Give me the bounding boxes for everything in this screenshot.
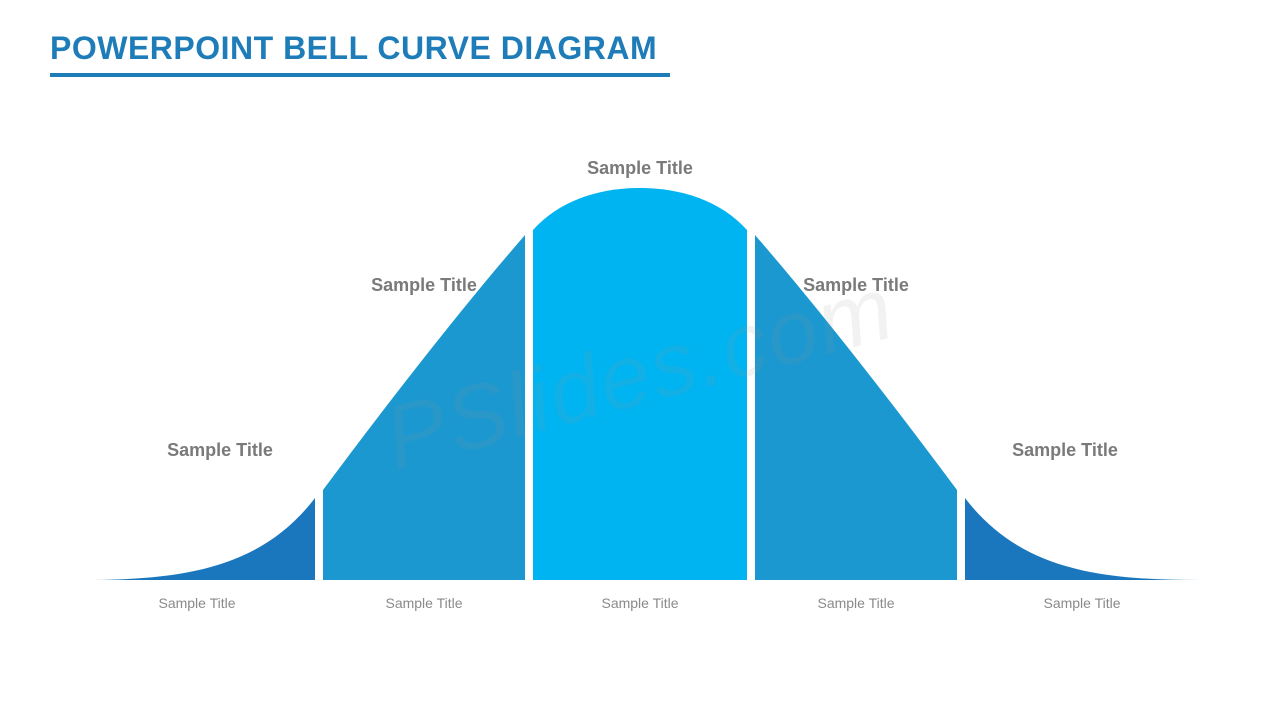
segment-5-top-label: Sample Title	[1012, 440, 1118, 461]
bell-curve-diagram: Sample Title Sample Title Sample Title S…	[80, 180, 1200, 620]
title-underline	[50, 73, 670, 77]
segment-5-shape	[965, 498, 1200, 580]
segment-4-bottom-label: Sample Title	[817, 595, 894, 611]
segment-3-top-label: Sample Title	[587, 158, 693, 179]
segment-2-bottom-label: Sample Title	[385, 595, 462, 611]
title-bar: POWERPOINT BELL CURVE DIAGRAM	[50, 30, 670, 77]
segment-3-shape	[533, 188, 747, 580]
segment-1-shape	[80, 498, 315, 580]
segment-2-top-label: Sample Title	[371, 275, 477, 296]
segment-1-top-label: Sample Title	[167, 440, 273, 461]
page-title: POWERPOINT BELL CURVE DIAGRAM	[50, 30, 670, 67]
bell-curve-svg	[80, 180, 1200, 620]
segment-4-top-label: Sample Title	[803, 275, 909, 296]
segment-5-bottom-label: Sample Title	[1043, 595, 1120, 611]
segment-3-bottom-label: Sample Title	[601, 595, 678, 611]
segment-1-bottom-label: Sample Title	[158, 595, 235, 611]
